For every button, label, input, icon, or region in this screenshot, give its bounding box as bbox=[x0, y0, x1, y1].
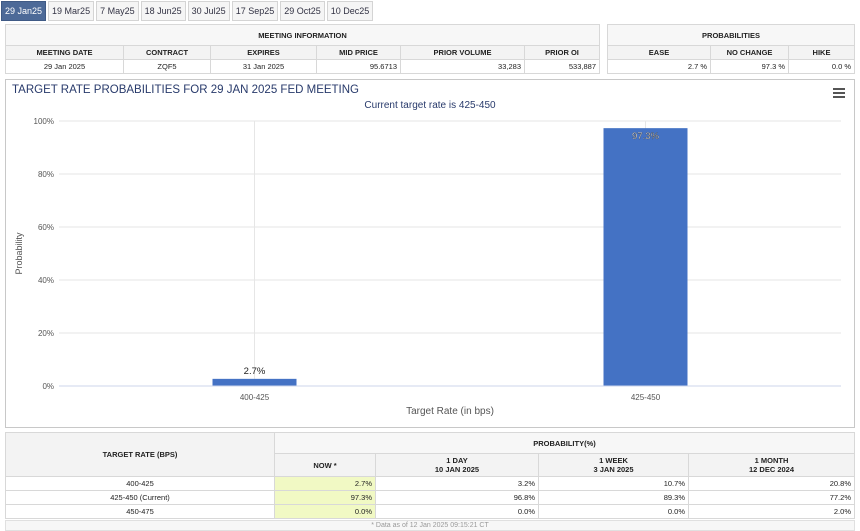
col-target-rate: TARGET RATE (BPS) bbox=[5, 432, 275, 477]
bar-400-425 bbox=[212, 378, 297, 386]
y-tick-label: 20% bbox=[38, 329, 54, 338]
col-1-day: 1 DAY 10 JAN 2025 bbox=[375, 453, 539, 477]
expires: 31 Jan 2025 bbox=[210, 59, 317, 74]
col-meeting-date: MEETING DATE bbox=[5, 45, 124, 60]
col-now: NOW * bbox=[274, 453, 376, 477]
tab-30-jul25[interactable]: 30 Jul25 bbox=[187, 1, 230, 21]
day-cell: 0.0% bbox=[375, 504, 539, 519]
month-cell: 2.0% bbox=[688, 504, 855, 519]
tab-29-jan25[interactable]: 29 Jan25 bbox=[1, 1, 47, 21]
now-cell: 0.0% bbox=[274, 504, 376, 519]
chart-title: TARGET RATE PROBABILITIES FOR 29 JAN 202… bbox=[12, 84, 359, 96]
y-tick-label: 100% bbox=[34, 117, 54, 126]
tab-7-may25[interactable]: 7 May25 bbox=[96, 1, 139, 21]
tab-18-jun25[interactable]: 18 Jun25 bbox=[140, 1, 186, 21]
y-tick-label: 80% bbox=[38, 170, 54, 179]
month-cell: 20.8% bbox=[688, 476, 855, 491]
contract: ZQF5 bbox=[123, 59, 211, 74]
col-probability: PROBABILITY(%) bbox=[274, 432, 855, 454]
hike-value: 0.0 % bbox=[788, 59, 855, 74]
mid-price: 95.6713 bbox=[316, 59, 401, 74]
day-cell: 3.2% bbox=[375, 476, 539, 491]
x-tick-label: 400-425 bbox=[240, 393, 270, 402]
tab-17-sep25[interactable]: 17 Sep25 bbox=[231, 1, 279, 21]
col-prior-oi: PRIOR OI bbox=[524, 45, 600, 60]
col-contract: CONTRACT bbox=[123, 45, 211, 60]
ease-value: 2.7 % bbox=[607, 59, 711, 74]
bar-chart: 0% 20% 40% 60% 80% 100% 2.7% 400-425 97.3% 425-45… bbox=[14, 117, 841, 417]
week-cell: 89.3% bbox=[538, 490, 689, 505]
tab-19-mar25[interactable]: 19 Mar25 bbox=[48, 1, 95, 21]
col-no-change: NO CHANGE bbox=[710, 45, 789, 60]
y-tick-label: 60% bbox=[38, 223, 54, 232]
table-row: 425-450 (Current) 97.3% 96.8% 89.3% 77.2… bbox=[5, 490, 855, 505]
x-axis-label: Target Rate (in bps) bbox=[406, 406, 494, 417]
col-1-month: 1 MONTH 12 DEC 2024 bbox=[688, 453, 855, 477]
table-row: 450-475 0.0% 0.0% 0.0% 2.0% bbox=[5, 504, 855, 519]
table-row: 400-425 2.7% 3.2% 10.7% 20.8% bbox=[5, 476, 855, 491]
rate-cell: 450-475 bbox=[5, 504, 275, 519]
col-mid-price: MID PRICE bbox=[316, 45, 401, 60]
month-cell: 77.2% bbox=[688, 490, 855, 505]
now-cell: 2.7% bbox=[274, 476, 376, 491]
rate-cell: 425-450 (Current) bbox=[5, 490, 275, 505]
chart-subtitle: Current target rate is 425-450 bbox=[364, 100, 496, 111]
meeting-info-title: MEETING INFORMATION bbox=[5, 24, 600, 46]
col-prior-volume: PRIOR VOLUME bbox=[400, 45, 525, 60]
probabilities-table: PROBABILITIES EASE NO CHANGE HIKE 2.7 % … bbox=[607, 24, 855, 74]
meeting-date: 29 Jan 2025 bbox=[5, 59, 124, 74]
tab-10-dec25[interactable]: 10 Dec25 bbox=[326, 1, 374, 21]
week-cell: 10.7% bbox=[538, 476, 689, 491]
chart-menu-icon[interactable] bbox=[833, 88, 845, 100]
week-cell: 0.0% bbox=[538, 504, 689, 519]
prior-oi: 533,887 bbox=[524, 59, 600, 74]
tab-29-oct25[interactable]: 29 Oct25 bbox=[280, 1, 325, 21]
footnote: * Data as of 12 Jan 2025 09:15:21 CT bbox=[5, 520, 855, 531]
data-label: 2.7% bbox=[244, 366, 266, 377]
data-label: 97.3% bbox=[632, 131, 659, 142]
x-tick-label: 425-450 bbox=[631, 393, 661, 402]
y-tick-label: 40% bbox=[38, 276, 54, 285]
rate-cell: 400-425 bbox=[5, 476, 275, 491]
target-rate-table: TARGET RATE (BPS) PROBABILITY(%) NOW * 1… bbox=[5, 432, 855, 519]
col-hike: HIKE bbox=[788, 45, 855, 60]
now-cell: 97.3% bbox=[274, 490, 376, 505]
y-axis-label: Probability bbox=[14, 232, 24, 275]
day-cell: 96.8% bbox=[375, 490, 539, 505]
meeting-info-table: MEETING INFORMATION MEETING DATE CONTRAC… bbox=[5, 24, 600, 74]
chart-panel: TARGET RATE PROBABILITIES FOR 29 JAN 202… bbox=[5, 79, 855, 428]
no-change-value: 97.3 % bbox=[710, 59, 789, 74]
meeting-tabs: 29 Jan25 19 Mar25 7 May25 18 Jun25 30 Ju… bbox=[1, 1, 374, 21]
probabilities-title: PROBABILITIES bbox=[607, 24, 855, 46]
col-1-week: 1 WEEK 3 JAN 2025 bbox=[538, 453, 689, 477]
bar-425-450 bbox=[603, 128, 688, 386]
prior-volume: 33,283 bbox=[400, 59, 525, 74]
col-expires: EXPIRES bbox=[210, 45, 317, 60]
y-tick-label: 0% bbox=[42, 382, 54, 391]
col-ease: EASE bbox=[607, 45, 711, 60]
